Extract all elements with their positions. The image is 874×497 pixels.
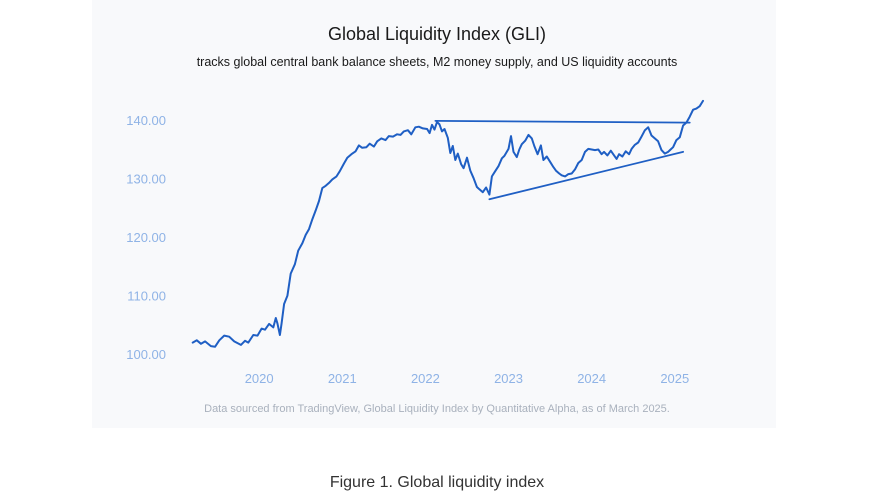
- y-tick-label: 130.00: [126, 171, 166, 186]
- trendline: [488, 150, 684, 201]
- trendlines: [434, 119, 691, 201]
- series-layer: [191, 99, 704, 348]
- trendline: [434, 119, 691, 124]
- x-tick-label: 2023: [494, 371, 523, 386]
- y-tick-label: 140.00: [126, 113, 166, 128]
- gli-series-line: [191, 99, 704, 348]
- chart-subtitle: tracks global central bank balance sheet…: [196, 55, 678, 69]
- source-note: Data sourced from TradingView, Global Li…: [204, 403, 670, 415]
- y-axis-ticks: 100.00 110.00 120.00 130.00 140.00: [126, 113, 166, 362]
- chart-card: [92, 0, 776, 428]
- x-tick-label: 2020: [245, 371, 274, 386]
- figure-caption: Figure 1. Global liquidity index: [329, 474, 545, 491]
- x-tick-label: 2025: [660, 371, 689, 386]
- x-tick-label: 2021: [328, 371, 357, 386]
- chart-title: Global Liquidity Index (GLI): [327, 24, 547, 44]
- y-tick-label: 100.00: [126, 347, 166, 362]
- x-axis-ticks: 2020 2021 2022 2023 2024 2025: [245, 371, 690, 386]
- x-tick-label: 2024: [577, 371, 606, 386]
- y-tick-label: 120.00: [126, 230, 166, 245]
- x-tick-label: 2022: [411, 371, 440, 386]
- y-tick-label: 110.00: [127, 288, 166, 303]
